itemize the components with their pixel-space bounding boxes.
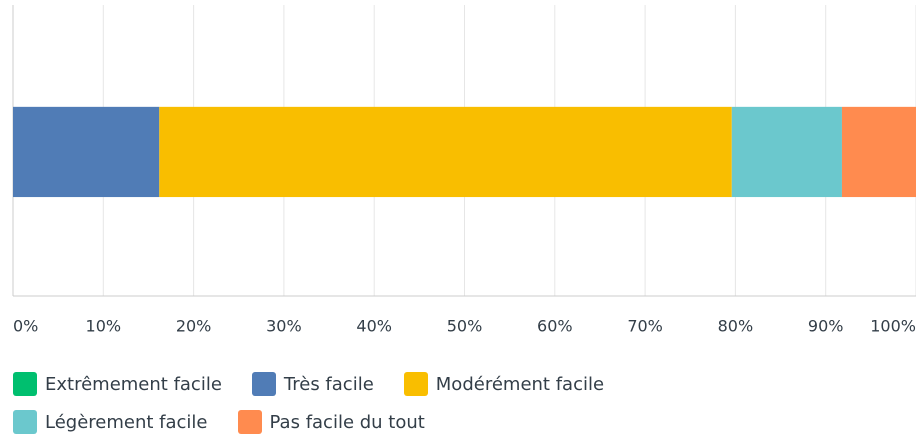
x-tick-label: 90% bbox=[808, 317, 844, 336]
x-tick-label: 60% bbox=[537, 317, 573, 336]
bar-segment bbox=[13, 106, 160, 198]
x-tick-label: 50% bbox=[447, 317, 483, 336]
x-tick-label: 80% bbox=[718, 317, 754, 336]
bar-segment bbox=[731, 106, 842, 198]
bar-segment bbox=[841, 106, 916, 198]
legend-item: Très facile bbox=[251, 372, 374, 396]
x-tick-label: 40% bbox=[356, 317, 392, 336]
legend-label: Très facile bbox=[283, 373, 374, 395]
x-tick-label: 10% bbox=[86, 317, 122, 336]
legend-swatch bbox=[13, 410, 37, 434]
x-tick-label: 0% bbox=[13, 317, 38, 336]
legend-label: Légèrement facile bbox=[45, 411, 208, 433]
legend-item: Modérément facile bbox=[403, 372, 605, 396]
legend-swatch bbox=[13, 372, 37, 396]
x-tick-label: 70% bbox=[627, 317, 663, 336]
legend-swatch bbox=[237, 410, 262, 434]
x-tick-label: 100% bbox=[870, 317, 916, 336]
legend-swatch bbox=[403, 372, 428, 396]
legend-label: Modérément facile bbox=[435, 373, 605, 395]
x-tick-label: 20% bbox=[176, 317, 212, 336]
legend-label: Pas facile du tout bbox=[269, 411, 425, 433]
legend-item: Pas facile du tout bbox=[237, 410, 425, 434]
legend-item: Extrêmement facile bbox=[13, 372, 222, 396]
legend-swatch bbox=[251, 372, 276, 396]
legend: Extrêmement facile Très facile Modérément … bbox=[13, 372, 733, 434]
legend-item: Légèrement facile bbox=[13, 410, 208, 434]
chart: 0% 10% 20% 30% 40% 50% 60% 70% 80% 90% 100% bbox=[12, 5, 916, 336]
legend-label: Extrêmement facile bbox=[45, 373, 222, 395]
bar-segment bbox=[159, 106, 732, 198]
x-tick-label: 30% bbox=[266, 317, 302, 336]
